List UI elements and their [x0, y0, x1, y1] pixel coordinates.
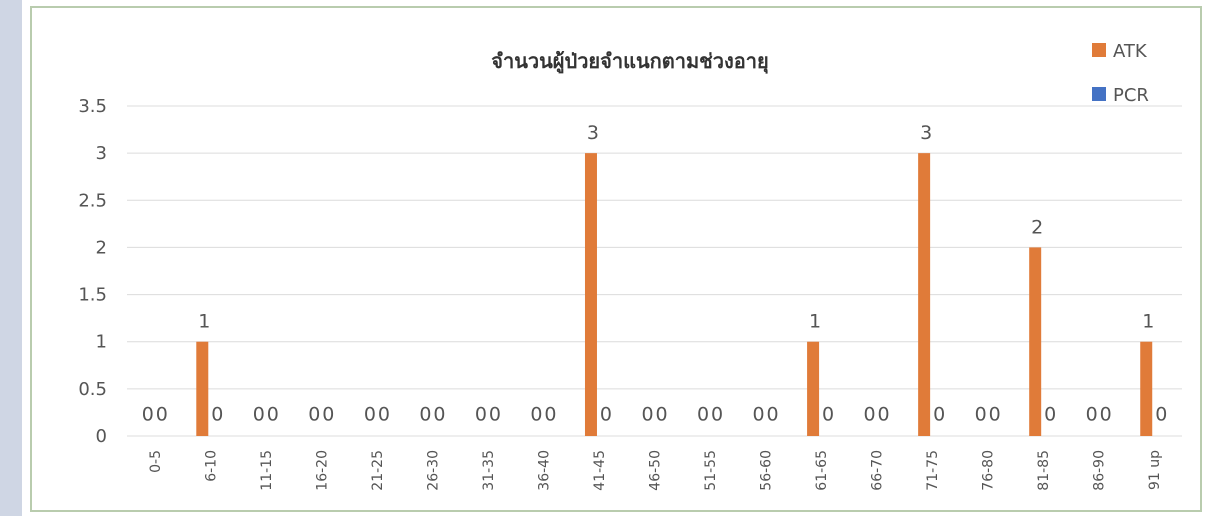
x-tick-label-0: 0-5: [148, 450, 164, 473]
legend-swatch-pcr: [1092, 87, 1106, 101]
x-tick-label-4: 21-25: [370, 450, 386, 491]
legend-label-atk: ATK: [1113, 41, 1148, 62]
data-label-pcr-7: 0: [544, 403, 556, 425]
data-label-atk-17: 0: [1086, 403, 1098, 425]
x-tick-label-17: 86-90: [1092, 450, 1108, 491]
data-label-atk-14: 3: [920, 122, 932, 144]
x-tick-label-2: 11-15: [259, 450, 275, 491]
chart-title: จำนวนผู้ป่วยจำแนกตามช่วงอายุ: [491, 49, 768, 75]
data-label-atk-6: 0: [475, 403, 487, 425]
x-tick-label-7: 36-40: [536, 450, 552, 491]
gridlines: [127, 105, 1182, 437]
y-tick-label-0: 0: [96, 426, 107, 447]
data-label-pcr-9: 0: [655, 403, 667, 425]
x-tick-label-14: 71-75: [925, 450, 941, 491]
x-tick-label-12: 61-65: [814, 450, 830, 491]
data-label-pcr-10: 0: [711, 403, 723, 425]
y-tick-label-4: 2: [96, 237, 107, 258]
x-tick-label-6: 31-35: [481, 450, 497, 491]
data-label-pcr-13: 0: [878, 403, 890, 425]
data-label-atk-5: 0: [419, 403, 431, 425]
data-label-atk-4: 0: [364, 403, 376, 425]
y-tick-label-5: 2.5: [78, 190, 107, 211]
data-label-atk-8: 3: [587, 122, 599, 144]
data-label-pcr-14: 0: [933, 403, 945, 425]
y-tick-label-7: 3.5: [78, 96, 107, 117]
data-label-pcr-8: 0: [600, 403, 612, 425]
bar-atk-8: [584, 153, 597, 436]
x-tick-label-10: 51-55: [703, 450, 719, 491]
bar-atk-1: [196, 341, 209, 436]
data-label-pcr-12: 0: [822, 403, 834, 425]
x-tick-label-16: 81-85: [1036, 450, 1052, 491]
bar-atk-14: [918, 153, 931, 436]
data-label-atk-7: 0: [530, 403, 542, 425]
bar-atk-16: [1029, 247, 1042, 436]
x-tick-label-8: 41-45: [592, 450, 608, 491]
x-axis-ticks: 0-5 6-10 11-15 16-20 21-25 26-30 31-35 36-40 41-…: [148, 450, 1163, 491]
data-label-atk-9: 0: [641, 403, 653, 425]
y-tick-label-2: 1: [96, 332, 107, 353]
age-group-chart: 00.511.522.533.5 0 010 0 0 0 0 0 0 0 0 0 0 0 030 0 0 0 0 0…: [78, 41, 1182, 491]
data-label-atk-0: 0: [142, 403, 154, 425]
legend: ATK PCR: [1092, 41, 1149, 106]
data-label-atk-3: 0: [308, 403, 320, 425]
y-tick-label-3: 1.5: [78, 285, 107, 306]
data-label-atk-2: 0: [253, 403, 265, 425]
data-label-pcr-1: 0: [211, 403, 223, 425]
data-label-pcr-6: 0: [489, 403, 501, 425]
bars: [196, 153, 1153, 436]
data-label-atk-15: 0: [975, 403, 987, 425]
data-label-pcr-0: 0: [156, 403, 168, 425]
y-tick-label-1: 0.5: [78, 379, 107, 400]
y-axis-ticks: 0 0.5 1 1.5 2 2.5 3 3.5: [78, 96, 107, 447]
data-label-pcr-2: 0: [267, 403, 279, 425]
data-label-pcr-16: 0: [1044, 403, 1056, 425]
data-label-atk-1: 1: [198, 311, 210, 333]
data-label-pcr-17: 0: [1100, 403, 1112, 425]
data-label-atk-16: 2: [1031, 216, 1043, 238]
legend-label-pcr: PCR: [1113, 85, 1149, 106]
x-tick-label-9: 46-50: [648, 450, 664, 491]
bar-atk-12: [807, 341, 820, 436]
data-label-pcr-15: 0: [989, 403, 1001, 425]
x-tick-label-15: 76-80: [981, 450, 997, 491]
x-tick-label-13: 66-70: [870, 450, 886, 491]
x-tick-label-1: 6-10: [203, 450, 219, 482]
data-label-atk-10: 0: [697, 403, 709, 425]
y-tick-label-6: 3: [96, 143, 107, 164]
legend-swatch-atk: [1092, 43, 1106, 57]
data-label-pcr-5: 0: [433, 403, 445, 425]
data-label-pcr-11: 0: [767, 403, 779, 425]
data-label-pcr-4: 0: [378, 403, 390, 425]
left-panel-edge: [0, 0, 22, 516]
data-label-pcr-3: 0: [322, 403, 334, 425]
data-label-atk-13: 0: [864, 403, 876, 425]
data-label-atk-12: 1: [809, 311, 821, 333]
data-labels: 0 010 0 0 0 0 0 0 0 0 0 0 0 030 0 0 0 0 0 010 0 030 0 020 0 010: [142, 122, 1168, 425]
x-tick-label-3: 16-20: [314, 450, 330, 491]
x-tick-label-11: 56-60: [759, 450, 775, 491]
data-label-atk-18: 1: [1142, 311, 1154, 333]
data-label-atk-11: 0: [753, 403, 765, 425]
bar-atk-18: [1140, 341, 1153, 436]
x-tick-label-5: 26-30: [425, 450, 441, 491]
data-label-pcr-18: 0: [1155, 403, 1167, 425]
x-tick-label-18: 91 up: [1147, 450, 1163, 490]
